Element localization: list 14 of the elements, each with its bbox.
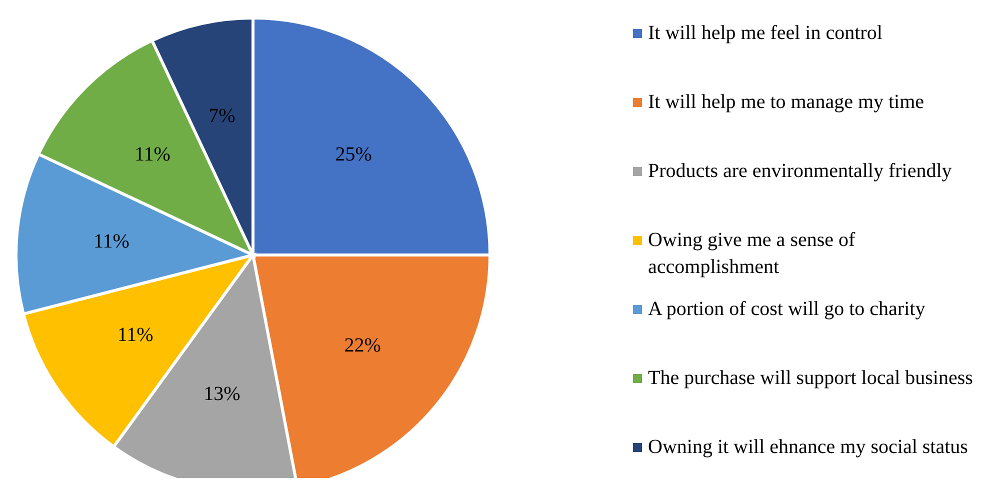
data-label: 11%: [93, 230, 130, 253]
legend-label: Owing give me a sense of accomplishment: [648, 228, 856, 280]
data-label: 25%: [335, 143, 372, 166]
data-label: 11%: [117, 324, 154, 346]
data-label: 22%: [344, 334, 381, 357]
legend-label: It will help me to manage my time: [648, 90, 924, 115]
legend-label: Products are environmentally friendly: [648, 159, 952, 184]
data-label: 11%: [134, 143, 170, 166]
data-label: 13%: [204, 382, 240, 405]
legend-label: It will help me feel in control: [648, 21, 882, 46]
data-label: 7%: [208, 105, 236, 128]
legend-label: The purchase will support local business: [648, 366, 973, 391]
legend-label: A portion of cost will go to charity: [648, 297, 926, 322]
legend-label: Owning it will ehnance my social status: [648, 435, 968, 460]
